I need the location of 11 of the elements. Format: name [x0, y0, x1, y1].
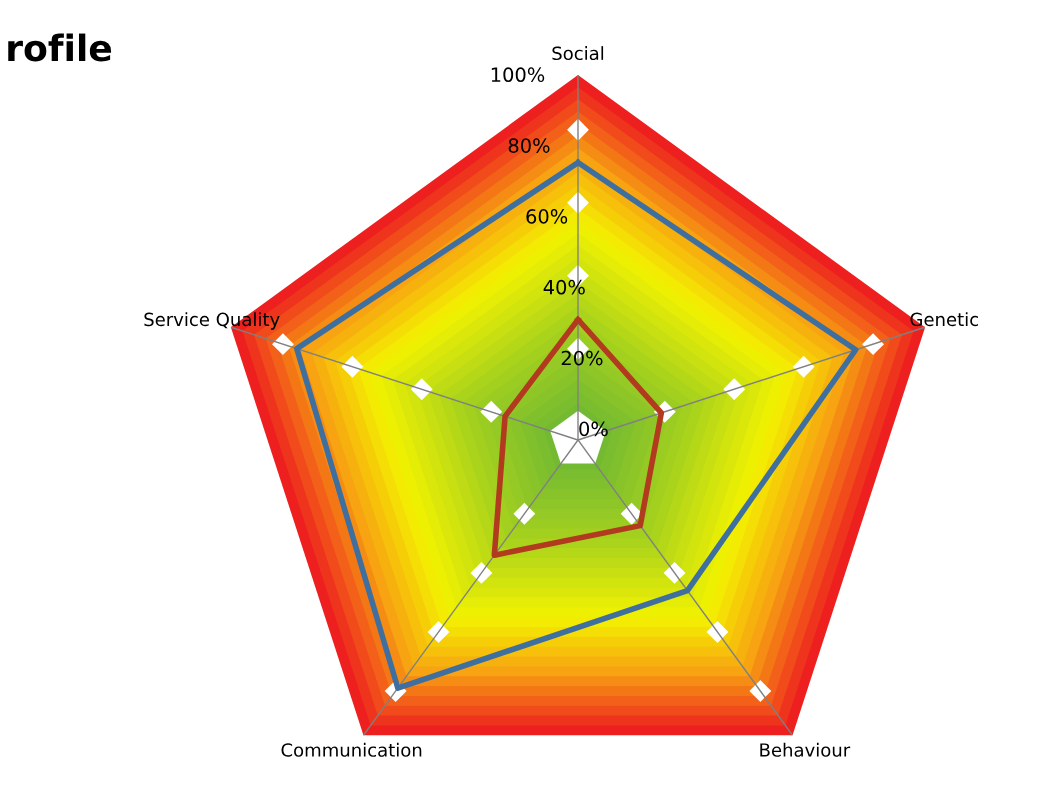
spoke-label: Genetic [910, 312, 979, 327]
spoke-label: Communication [281, 742, 422, 757]
y-tick-label: 0% [579, 421, 608, 437]
y-tick-label: 100% [491, 67, 545, 83]
chart-title: rofile [8, 33, 112, 62]
y-tick-label: 20% [561, 350, 603, 366]
y-tick-label: 60% [526, 209, 568, 224]
y-tick-label: 80% [508, 138, 550, 153]
spoke-label: Social [552, 46, 604, 61]
y-tick-label: 40% [543, 279, 585, 295]
spoke-label: Behaviour [760, 742, 851, 757]
